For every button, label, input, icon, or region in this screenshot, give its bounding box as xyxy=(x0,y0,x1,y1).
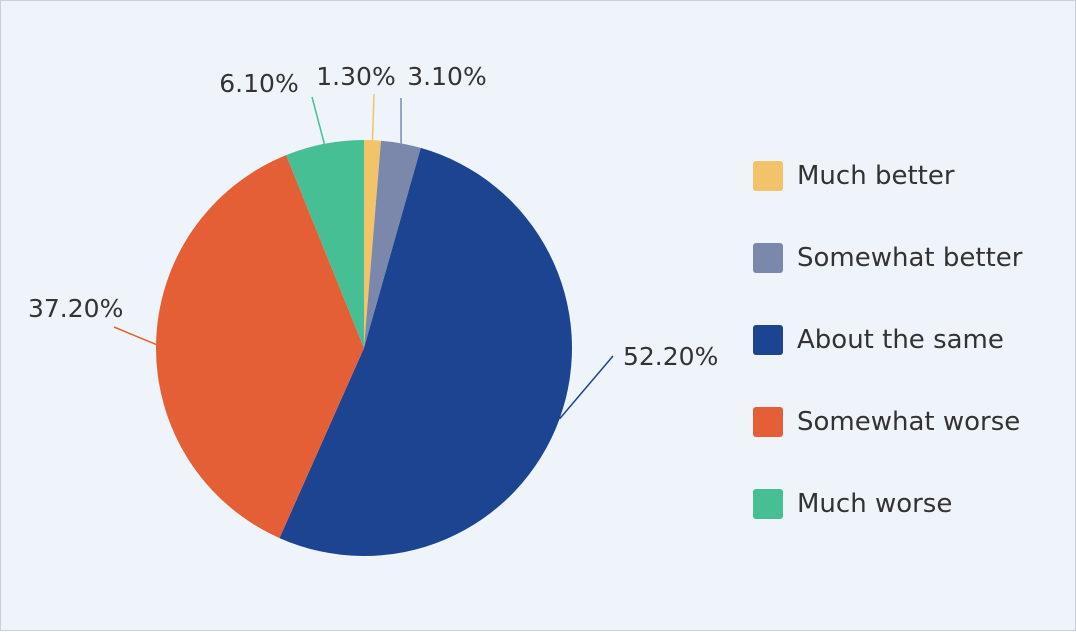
data-label-somewhat-better: 3.10% xyxy=(407,62,486,91)
legend-swatch xyxy=(753,325,783,355)
leader-line-much-worse xyxy=(312,97,324,144)
legend-label: About the same xyxy=(797,325,1004,355)
legend: Much better Somewhat better About the same… xyxy=(753,159,1053,569)
legend-item-much-worse: Much worse xyxy=(753,487,1053,521)
data-label-about-the-same: 52.20% xyxy=(623,342,718,371)
legend-label: Much better xyxy=(797,161,955,191)
legend-item-much-better: Much better xyxy=(753,159,1053,193)
legend-item-about-the-same: About the same xyxy=(753,323,1053,357)
data-label-much-better: 1.30% xyxy=(316,62,395,91)
legend-swatch xyxy=(753,489,783,519)
legend-label: Much worse xyxy=(797,489,952,519)
legend-swatch xyxy=(753,243,783,273)
legend-swatch xyxy=(753,407,783,437)
legend-swatch xyxy=(753,161,783,191)
data-label-much-worse: 6.10% xyxy=(219,69,298,98)
legend-item-somewhat-better: Somewhat better xyxy=(753,241,1053,275)
leader-line-much-better xyxy=(373,94,375,140)
leader-line-somewhat-worse xyxy=(114,327,156,344)
data-label-somewhat-worse: 37.20% xyxy=(28,294,123,323)
legend-item-somewhat-worse: Somewhat worse xyxy=(753,405,1053,439)
legend-label: Somewhat worse xyxy=(797,407,1020,437)
legend-label: Somewhat better xyxy=(797,243,1022,273)
